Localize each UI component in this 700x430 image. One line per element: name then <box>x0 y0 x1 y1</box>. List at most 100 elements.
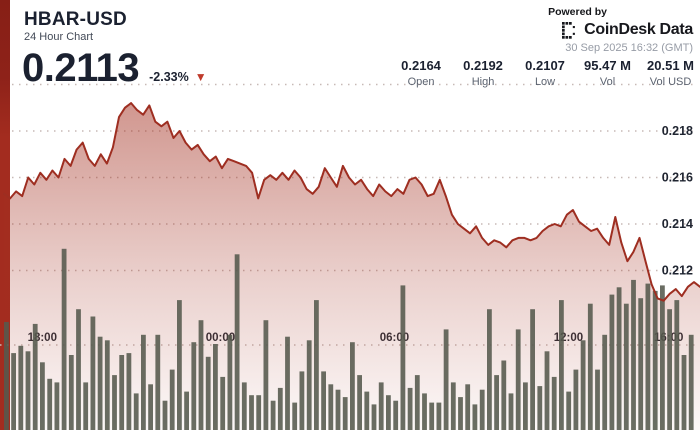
logo-word-data: Data <box>659 21 694 38</box>
volume-bar <box>68 355 74 430</box>
volume-bar <box>537 386 543 430</box>
volume-bar <box>83 382 89 430</box>
volume-bar <box>660 285 665 430</box>
volume-bar <box>148 384 153 430</box>
logo-word-coindesk: CoinDesk <box>584 21 656 38</box>
volume-bar <box>414 375 420 430</box>
volume-bar <box>472 404 478 430</box>
volume-bar <box>90 316 96 430</box>
volume-bar <box>573 369 579 430</box>
volume-bar <box>422 393 427 430</box>
volume-bar <box>443 329 449 430</box>
volume-bar <box>191 342 197 430</box>
volume-bar <box>551 376 557 430</box>
volume-bar <box>494 375 499 430</box>
volume-bar <box>623 303 629 430</box>
volume-bar <box>241 382 247 430</box>
volume-bar <box>104 340 110 430</box>
volume-bar <box>184 391 189 430</box>
volume-bar <box>335 389 341 430</box>
volume-bar <box>119 355 125 430</box>
coindesk-logo-icon <box>562 21 576 39</box>
volume-bar <box>155 334 161 430</box>
volume-bar <box>227 334 233 430</box>
volume-bar <box>371 404 377 430</box>
volume-bar <box>11 353 16 430</box>
price-line <box>3 102 700 302</box>
volume-bar <box>277 387 283 430</box>
volume-bar <box>169 369 175 430</box>
volume-bar <box>162 400 168 430</box>
volume-bar <box>18 345 24 430</box>
volume-bar <box>429 402 435 430</box>
volume-bar <box>638 298 644 430</box>
volume-bar <box>508 393 514 430</box>
volume-bar <box>76 309 81 430</box>
volume-bar <box>479 389 485 430</box>
volume-bar <box>213 344 218 430</box>
volume-bar <box>652 290 658 430</box>
volume-bar <box>220 376 226 430</box>
volume-bar <box>378 382 384 430</box>
volume-bar <box>328 384 334 430</box>
volume-bar <box>458 397 463 430</box>
volume-bar <box>530 309 535 430</box>
volume-bar <box>357 375 362 430</box>
volume-bar <box>61 248 67 430</box>
volume-bar <box>40 362 45 430</box>
volume-bar <box>133 393 139 430</box>
volume-bar <box>198 320 204 430</box>
volume-bar <box>393 400 399 430</box>
volume-bar <box>177 300 182 430</box>
volume-bar <box>681 355 687 430</box>
volume-bar <box>487 309 492 430</box>
volume-bar <box>263 320 269 430</box>
volume-bar <box>234 254 240 430</box>
volume-bar <box>126 353 132 430</box>
volume-bar <box>314 300 319 430</box>
volume-bar <box>205 356 211 430</box>
y-tick-label: 0.214 <box>662 217 693 231</box>
volume-bar <box>249 395 254 430</box>
volume-bar <box>47 378 53 430</box>
volume-bar <box>141 334 146 430</box>
volume-bar <box>450 382 456 430</box>
volume-bar <box>580 340 586 430</box>
volume-bar <box>465 384 471 430</box>
volume-bar <box>386 395 391 430</box>
volume-bar <box>32 323 38 430</box>
volume-bar <box>256 395 262 430</box>
volume-bar <box>342 397 348 430</box>
volume-bar <box>645 283 651 430</box>
volume-bar <box>54 382 60 430</box>
volume-bar <box>270 400 276 430</box>
volume-bar <box>299 371 305 430</box>
volume-bars <box>4 248 694 430</box>
coindesk-data-logo[interactable]: CoinDesk Data <box>548 21 693 39</box>
volume-bar <box>566 391 572 430</box>
y-tick-label: 0.216 <box>662 171 693 185</box>
volume-bar <box>407 387 413 430</box>
volume-bar <box>436 402 442 430</box>
volume-bar <box>350 342 355 430</box>
volume-bar <box>631 279 636 430</box>
volume-bar <box>559 300 564 430</box>
volume-bar <box>321 371 326 430</box>
volume-bar <box>587 303 593 430</box>
volume-bar <box>544 351 550 430</box>
volume-bar <box>25 351 31 430</box>
volume-bar <box>112 375 117 430</box>
volume-bar <box>674 300 680 430</box>
volume-bar <box>616 287 622 430</box>
y-tick-label: 0.212 <box>662 264 693 278</box>
volume-bar <box>523 382 528 430</box>
volume-bar <box>515 329 521 430</box>
volume-bar <box>667 309 672 430</box>
volume-bar <box>285 336 290 430</box>
volume-bar <box>609 294 615 430</box>
volume-bar <box>595 369 600 430</box>
volume-bar <box>688 334 694 430</box>
volume-bar <box>364 391 370 430</box>
